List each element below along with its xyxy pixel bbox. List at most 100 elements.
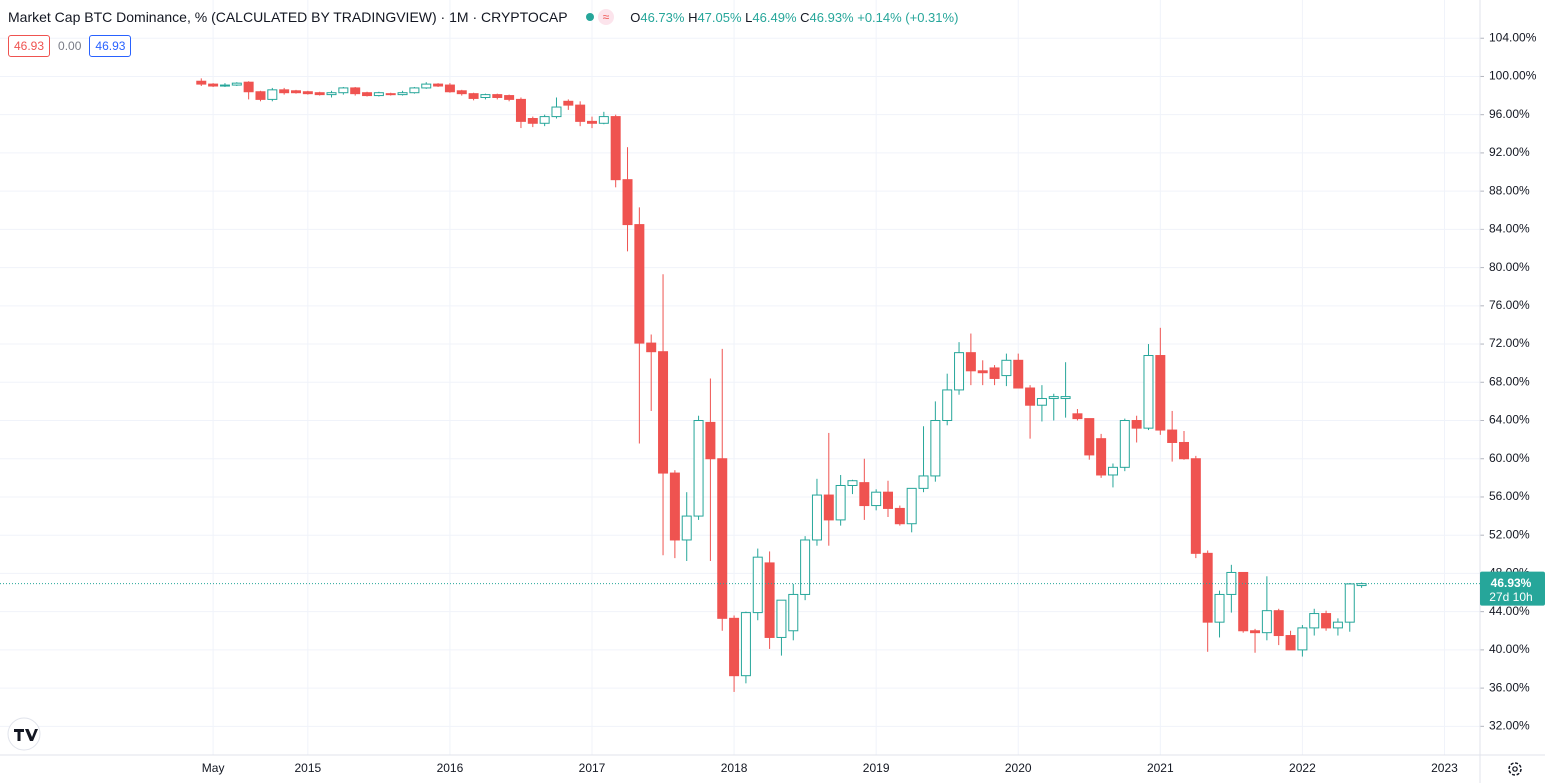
candle-body (326, 92, 337, 96)
indicator-legend: 46.93 0.00 46.93 (8, 35, 132, 57)
y-tick-label: 76.00% (1489, 298, 1530, 312)
candle-body (847, 480, 858, 486)
candle-body (1036, 398, 1047, 406)
candle-body (1179, 441, 1189, 460)
candle-body (1332, 621, 1343, 629)
candle-body (800, 539, 811, 595)
candle-body (196, 80, 207, 85)
candle-body (811, 494, 822, 541)
candle-body (1167, 429, 1178, 443)
candle-body (362, 92, 373, 97)
candle-body (231, 82, 242, 86)
candle-body (954, 352, 965, 391)
candle-body (1202, 552, 1213, 623)
candle-body (894, 507, 905, 525)
candle-body (255, 91, 266, 100)
candle-body (373, 92, 384, 97)
candle-body (658, 351, 669, 474)
candle-body (208, 83, 219, 87)
candle-body (598, 116, 609, 124)
candle-body (444, 84, 455, 93)
logo-mark (14, 729, 38, 741)
candle-body (504, 95, 515, 100)
x-tick-label: 2018 (721, 761, 748, 775)
ohlc-key: L (745, 9, 753, 25)
gear-ring (1508, 762, 1522, 776)
candle-body (1107, 466, 1118, 476)
y-tick-label: 52.00% (1489, 527, 1530, 541)
ohlc-value: 46.49% (752, 9, 797, 25)
candle-body (681, 515, 692, 541)
settings-gear[interactable] (1508, 762, 1522, 776)
candle-body (456, 90, 467, 95)
candle-body (350, 87, 361, 95)
candle-body (1025, 387, 1036, 406)
candle-body (693, 420, 704, 517)
indicator-value: 46.93 (8, 35, 51, 57)
candle-body (1072, 413, 1083, 420)
gear-hub (1512, 766, 1518, 772)
ohlc-value: 46.93% (809, 9, 854, 25)
x-tick-label: 2016 (437, 761, 464, 775)
y-tick-label: 80.00% (1489, 260, 1530, 274)
candle-body (1344, 583, 1355, 623)
header: Market Cap BTC Dominance, % (CALCULATED … (8, 9, 958, 25)
y-tick-label: 32.00% (1489, 719, 1530, 733)
y-tick-label: 40.00% (1489, 642, 1530, 656)
y-tick-label: 44.00% (1489, 604, 1530, 618)
candle-body (906, 487, 917, 525)
candle-body (1155, 355, 1166, 431)
ohlc-value: 46.73% (640, 9, 685, 25)
x-tick-label: 2022 (1289, 761, 1316, 775)
x-tick-label: May (202, 761, 225, 775)
candle-body (468, 93, 479, 99)
candle-body (302, 91, 313, 95)
candle-body (409, 87, 420, 94)
candle-body (823, 494, 834, 521)
y-tick-label: 100.00% (1489, 69, 1537, 83)
candle-body (279, 89, 290, 94)
x-tick-label: 2023 (1431, 761, 1458, 775)
y-tick-label: 96.00% (1489, 107, 1530, 121)
candle-body (646, 342, 657, 353)
candle-body (338, 87, 349, 94)
candle-body (859, 482, 870, 507)
y-tick-label: 84.00% (1489, 222, 1530, 236)
candle-body (669, 472, 680, 541)
y-tick-label: 60.00% (1489, 451, 1530, 465)
candle-body (1060, 396, 1071, 400)
x-tick-label: 2017 (579, 761, 606, 775)
ohlc-key: C (800, 9, 810, 25)
candle-body (527, 118, 538, 124)
candle-body (1261, 610, 1272, 634)
candle-body (717, 458, 728, 619)
candle-body (1119, 420, 1130, 468)
candle-body (1285, 635, 1296, 651)
candle-body (1001, 359, 1012, 377)
logo-bg (7, 717, 41, 751)
candle-body (1238, 571, 1249, 632)
last-price-label: 46.93% (1491, 576, 1532, 590)
candle-body (930, 420, 941, 477)
y-tick-label: 92.00% (1489, 145, 1530, 159)
candle-body (740, 612, 751, 677)
candle-body (989, 367, 1000, 379)
candle-body (1226, 571, 1237, 595)
indicator-value: 0.00 (58, 39, 82, 53)
candle-body (563, 100, 574, 106)
ohlc-key: H (688, 9, 698, 25)
candle-body (1048, 396, 1059, 400)
candle-body (977, 370, 988, 374)
candle-body (575, 104, 586, 122)
candle-body (267, 89, 278, 100)
compare-badge[interactable]: ≈ (597, 9, 615, 25)
candle-body (551, 106, 562, 118)
candle-body (835, 484, 846, 521)
y-tick-label: 36.00% (1489, 680, 1530, 694)
x-tick-label: 2015 (294, 761, 321, 775)
candle-body (1273, 610, 1284, 637)
candle-body (764, 562, 775, 638)
candle-body (385, 93, 396, 96)
countdown-label: 27d 10h (1489, 590, 1532, 604)
